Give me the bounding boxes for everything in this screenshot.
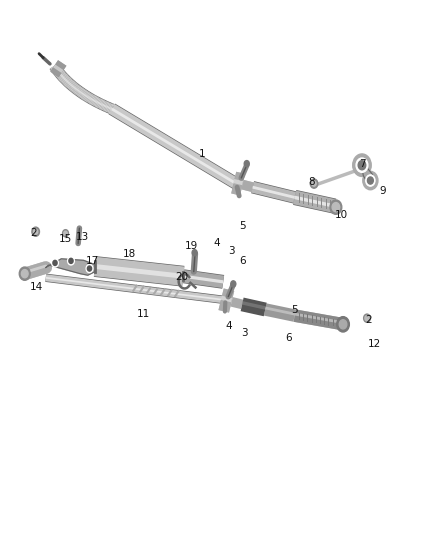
Polygon shape [362,164,374,184]
Text: 5: 5 [291,305,298,315]
Text: 19: 19 [185,241,198,251]
Circle shape [366,175,375,186]
Text: 18: 18 [123,249,137,259]
Text: 4: 4 [226,321,233,332]
Polygon shape [46,259,97,275]
Circle shape [337,317,350,332]
Circle shape [364,314,371,322]
Text: 12: 12 [368,340,381,349]
Circle shape [19,267,30,280]
Circle shape [356,158,368,172]
Circle shape [53,260,57,265]
Circle shape [192,249,197,256]
Circle shape [32,227,39,236]
Text: 8: 8 [308,177,315,187]
Circle shape [67,257,74,265]
Text: 6: 6 [285,333,292,343]
Circle shape [63,230,68,237]
Circle shape [310,179,318,188]
Text: 1: 1 [199,149,205,159]
Circle shape [332,203,340,212]
Text: 11: 11 [137,309,150,319]
Circle shape [21,270,28,278]
Circle shape [363,171,378,190]
Circle shape [358,160,366,170]
Circle shape [69,259,73,263]
Circle shape [339,320,347,329]
Text: 9: 9 [380,186,386,196]
Circle shape [34,229,38,235]
Circle shape [52,259,58,267]
Text: 6: 6 [239,256,245,266]
Text: 4: 4 [214,238,220,248]
Circle shape [312,181,316,186]
Circle shape [88,266,92,271]
Text: 3: 3 [228,246,235,256]
Text: 17: 17 [85,256,99,266]
Circle shape [86,264,93,273]
Circle shape [64,231,67,235]
Circle shape [367,177,373,184]
Circle shape [244,160,249,167]
Text: 3: 3 [241,328,247,338]
Text: 15: 15 [59,235,72,245]
Circle shape [353,154,371,176]
Circle shape [231,281,236,287]
Text: 7: 7 [359,159,365,169]
Circle shape [330,200,342,214]
Text: 20: 20 [176,272,189,282]
Text: 2: 2 [31,228,37,238]
Text: 13: 13 [76,232,89,242]
Text: 2: 2 [365,315,371,325]
Text: 10: 10 [334,211,347,220]
Text: 14: 14 [29,282,43,292]
Circle shape [365,316,369,321]
Text: 5: 5 [239,221,245,231]
